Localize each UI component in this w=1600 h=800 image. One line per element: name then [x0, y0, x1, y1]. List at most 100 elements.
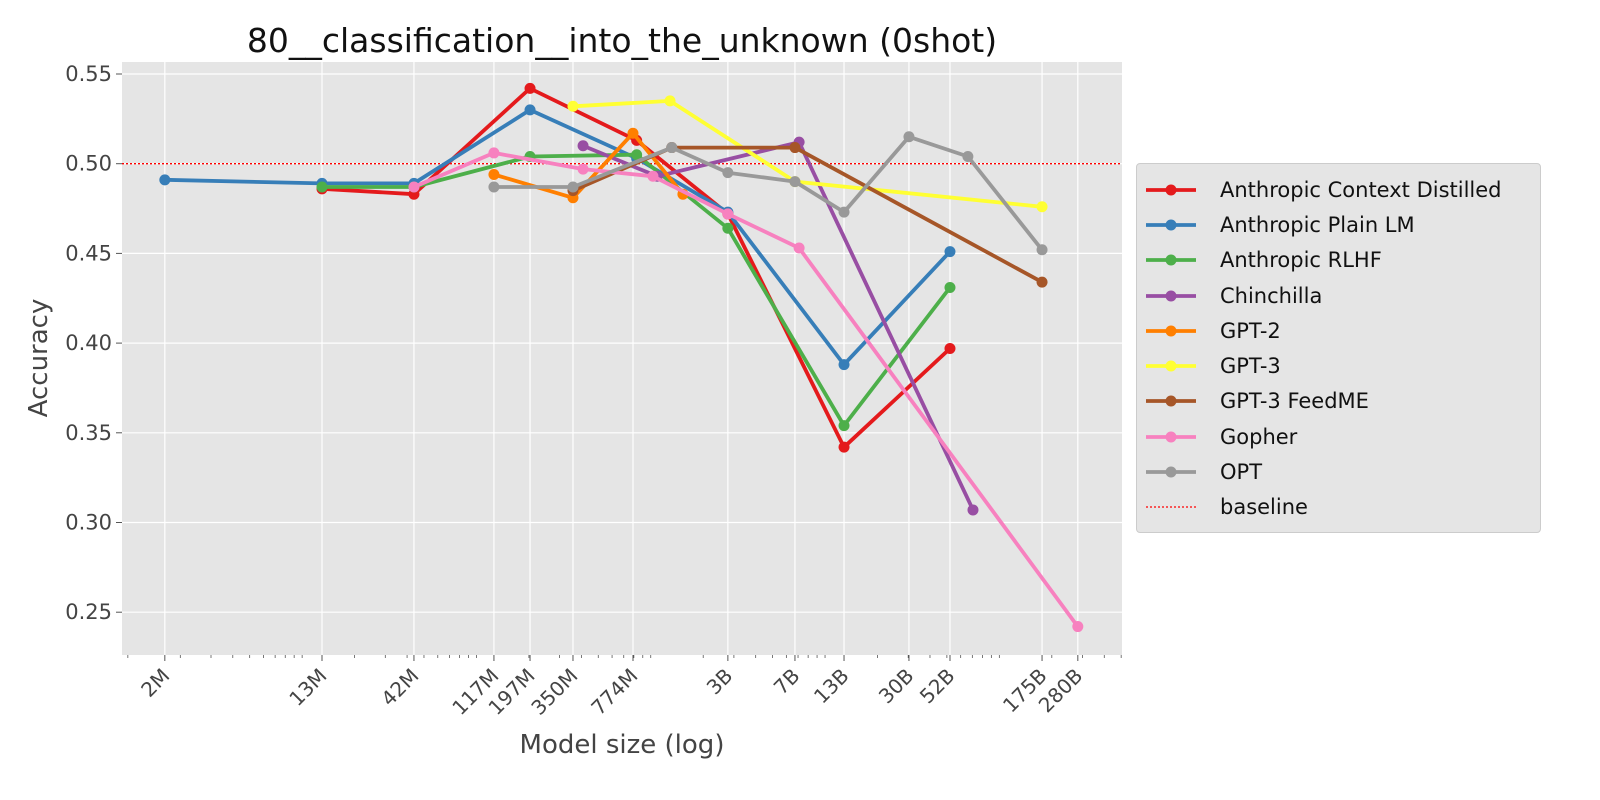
legend-label: Anthropic Plain LM	[1220, 212, 1415, 237]
x-tick-label: 30B	[874, 664, 919, 709]
legend-swatch	[1146, 431, 1196, 443]
data-point-anthropic-plain-lm	[159, 174, 171, 186]
data-point-opt	[789, 176, 801, 188]
x-tick-label: 2M	[136, 664, 174, 702]
legend-swatch-marker	[1165, 325, 1177, 337]
x-tick-label: 13M	[284, 664, 331, 711]
legend-item: Chinchilla	[1137, 278, 1540, 313]
y-tick-label: 0.50	[65, 152, 112, 176]
data-point-gopher	[577, 163, 589, 175]
chart-title: 80__classification__into_the_unknown (0s…	[247, 21, 997, 60]
legend-label: Anthropic Context Distilled	[1220, 177, 1502, 202]
data-point-gpt-3-feedme	[1036, 276, 1048, 288]
legend-label: Chinchilla	[1220, 283, 1323, 308]
y-tick-label: 0.35	[65, 421, 112, 445]
data-point-gopher	[488, 147, 500, 159]
legend-swatch	[1146, 360, 1196, 372]
data-point-gpt-2	[627, 127, 639, 139]
x-tick-label: 52B	[915, 664, 960, 709]
legend-swatch	[1146, 219, 1196, 231]
data-point-opt	[903, 131, 915, 143]
data-point-anthropic-context-distilled	[944, 342, 956, 354]
legend-item: GPT-3	[1137, 348, 1540, 383]
x-tick-label: 3B	[702, 664, 738, 700]
legend-label: Anthropic RLHF	[1220, 248, 1382, 273]
series-opt	[488, 131, 1048, 256]
series-gopher	[408, 147, 1084, 633]
legend-item: baseline	[1137, 490, 1540, 525]
data-point-gpt-3	[664, 95, 676, 107]
data-point-gopher	[1072, 621, 1084, 633]
series-line-anthropic-plain-lm	[164, 108, 952, 367]
legend-item: Gopher	[1137, 419, 1540, 454]
legend-swatch-marker	[1165, 395, 1177, 407]
legend-swatch-marker	[1165, 184, 1177, 196]
legend-label: GPT-3 FeedME	[1220, 389, 1369, 414]
legend-item: GPT-3 FeedME	[1137, 384, 1540, 419]
legend-swatch-marker	[1165, 360, 1177, 372]
data-point-gpt-3	[567, 100, 579, 112]
y-axis-label: Accuracy	[24, 299, 54, 418]
data-point-opt	[962, 151, 974, 163]
x-tick-label: 42M	[376, 664, 423, 711]
legend-swatch-marker	[1165, 431, 1177, 443]
data-point-opt	[488, 181, 500, 193]
y-tick-label: 0.40	[65, 331, 112, 355]
data-point-gpt-3-feedme	[789, 142, 801, 154]
legend-swatch-marker	[1165, 254, 1177, 266]
data-point-opt	[567, 181, 579, 193]
data-point-anthropic-plain-lm	[944, 246, 956, 258]
legend-swatch	[1146, 506, 1196, 508]
data-point-gpt-2	[488, 168, 500, 180]
data-point-opt	[666, 142, 678, 154]
data-point-opt	[722, 167, 734, 179]
data-point-anthropic-rlhf	[631, 149, 643, 161]
data-point-anthropic-context-distilled	[524, 82, 536, 94]
y-tick-label: 0.55	[65, 62, 112, 86]
legend-label: GPT-2	[1220, 318, 1281, 343]
legend-swatch	[1146, 325, 1196, 337]
legend-label: GPT-3	[1220, 354, 1281, 379]
data-point-anthropic-rlhf	[316, 181, 328, 193]
x-axis-label: Model size (log)	[520, 730, 725, 760]
legend-swatch-marker	[1165, 219, 1177, 231]
legend-label: baseline	[1220, 495, 1308, 520]
legend-item: Anthropic Context Distilled	[1137, 172, 1540, 207]
legend-swatch-marker	[1165, 290, 1177, 302]
y-tick-label: 0.30	[65, 511, 112, 535]
series-line-chinchilla	[582, 140, 975, 511]
legend-item: Anthropic Plain LM	[1137, 207, 1540, 242]
data-point-anthropic-plain-lm	[524, 104, 536, 116]
legend: Anthropic Context Distilled Anthropic Pla…	[1136, 163, 1541, 533]
data-point-gopher	[647, 170, 659, 182]
data-point-anthropic-rlhf	[838, 420, 850, 432]
y-tick-label: 0.25	[65, 600, 112, 624]
y-tick-label: 0.45	[65, 241, 112, 265]
data-point-chinchilla	[967, 504, 979, 516]
x-tick-label: 774M	[586, 664, 642, 720]
data-point-anthropic-plain-lm	[838, 359, 850, 371]
legend-swatch	[1146, 254, 1196, 266]
data-point-gpt-3	[1036, 201, 1048, 213]
data-point-gopher	[722, 208, 734, 220]
data-point-gopher	[793, 242, 805, 254]
data-point-opt	[838, 206, 850, 218]
data-point-anthropic-context-distilled	[838, 441, 850, 453]
x-tick-label: 350M	[526, 664, 582, 720]
data-point-anthropic-rlhf	[722, 222, 734, 234]
series-line-gpt-3	[572, 99, 1043, 209]
legend-swatch	[1146, 184, 1196, 196]
legend-item: OPT	[1137, 454, 1540, 489]
legend-item: Anthropic RLHF	[1137, 243, 1540, 278]
data-point-gopher	[408, 181, 420, 193]
legend-item: GPT-2	[1137, 313, 1540, 348]
legend-swatch	[1146, 466, 1196, 478]
data-point-anthropic-rlhf	[944, 281, 956, 293]
x-tick-label: 7B	[769, 664, 805, 700]
data-point-opt	[1036, 244, 1048, 256]
legend-swatch	[1146, 395, 1196, 407]
legend-label: Gopher	[1220, 424, 1298, 449]
x-tick-label: 13B	[809, 664, 854, 709]
legend-swatch	[1146, 290, 1196, 302]
